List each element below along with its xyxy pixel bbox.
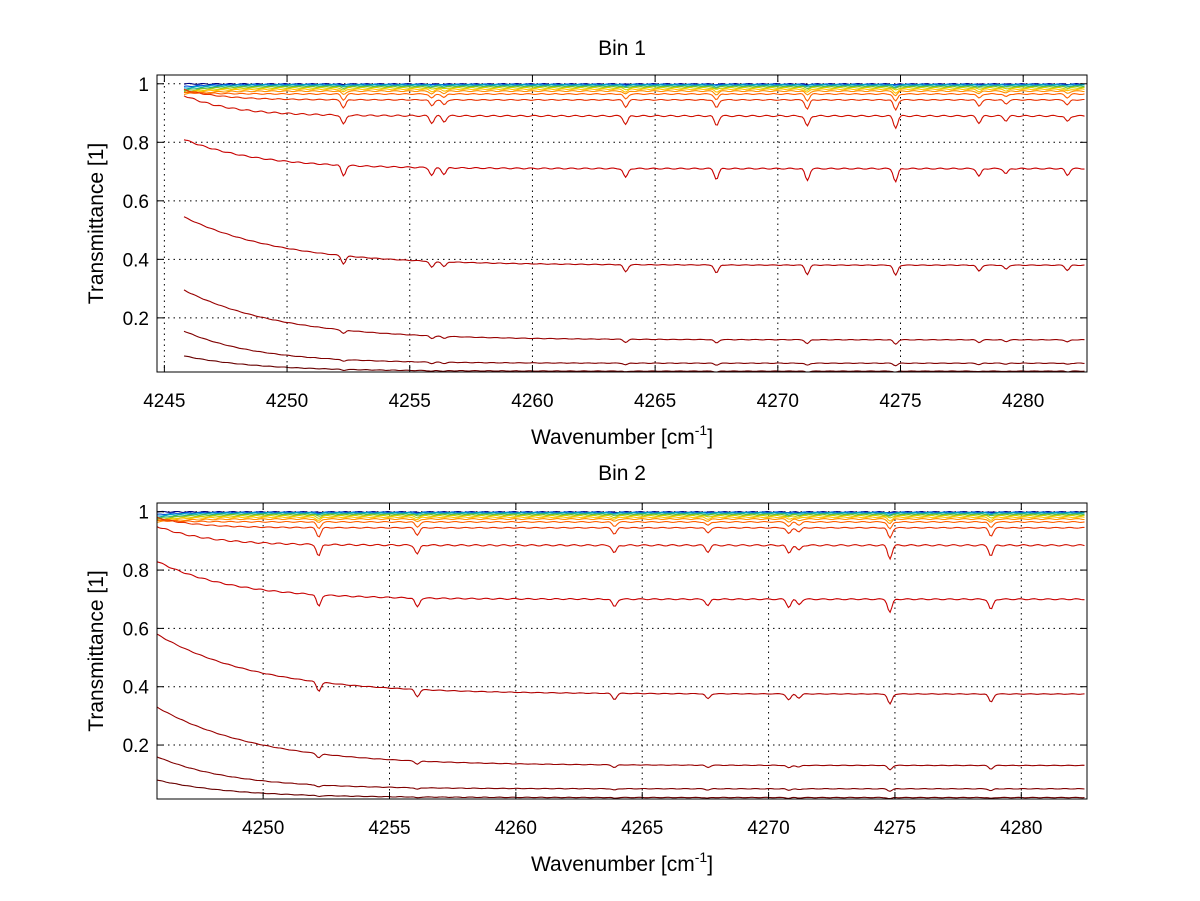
series-line-curve-7 bbox=[156, 516, 1085, 522]
series-line-curve-12 bbox=[183, 139, 1085, 183]
x-tick-label: 4260 bbox=[495, 818, 537, 839]
series-line-curve-14 bbox=[183, 289, 1085, 345]
x-tick-label: 4270 bbox=[757, 391, 799, 412]
x-tick-label: 4255 bbox=[368, 818, 410, 839]
series-line-curve-2 bbox=[156, 511, 1085, 515]
x-tick-label: 4265 bbox=[634, 391, 676, 412]
chart-title: Bin 1 bbox=[598, 37, 646, 60]
series-line-curve-3 bbox=[156, 511, 1085, 517]
series-line-curve-16 bbox=[183, 355, 1085, 373]
y-tick-label: 1 bbox=[138, 503, 149, 524]
y-tick-label: 0.8 bbox=[123, 561, 149, 582]
x-tick-label: 4275 bbox=[874, 818, 916, 839]
series-line-curve-7 bbox=[183, 88, 1085, 94]
series-line-curve-11 bbox=[183, 95, 1085, 130]
y-tick-label: 0.2 bbox=[123, 736, 149, 757]
series-line-curve-13 bbox=[156, 633, 1085, 705]
series-line-curve-2 bbox=[183, 83, 1085, 88]
series-line-curve-8 bbox=[156, 518, 1085, 525]
y-tick-label: 0.6 bbox=[123, 192, 149, 213]
y-axis-label: Transmittance [1] bbox=[85, 570, 108, 731]
x-axis-label: Wavenumber [cm-1] bbox=[531, 849, 713, 876]
x-tick-label: 4275 bbox=[879, 391, 921, 412]
x-tick-label: 4245 bbox=[143, 391, 185, 412]
chart-title: Bin 2 bbox=[598, 462, 646, 485]
x-tick-label: 4255 bbox=[389, 391, 431, 412]
axes-frame bbox=[156, 502, 1088, 800]
x-tick-label: 4260 bbox=[511, 391, 553, 412]
x-tick-label: 4280 bbox=[1000, 818, 1042, 839]
series-line-curve-15 bbox=[183, 330, 1085, 367]
x-tick-label: 4280 bbox=[1002, 391, 1044, 412]
y-tick-label: 0.6 bbox=[123, 619, 149, 640]
series-line-curve-14 bbox=[156, 706, 1085, 771]
series-line-curve-9 bbox=[183, 91, 1085, 102]
x-tick-label: 4270 bbox=[747, 818, 789, 839]
series-line-curve-12 bbox=[156, 561, 1085, 614]
series-line-curve-4 bbox=[156, 512, 1085, 519]
series-line-curve-5 bbox=[183, 85, 1085, 92]
y-tick-label: 1 bbox=[138, 75, 149, 96]
series-line-curve-16 bbox=[156, 779, 1085, 800]
y-tick-label: 0.8 bbox=[123, 133, 149, 154]
x-tick-label: 4250 bbox=[242, 818, 284, 839]
series-line-curve-4 bbox=[183, 84, 1085, 91]
series-line-curve-8 bbox=[183, 90, 1085, 97]
series-line-curve-3 bbox=[183, 83, 1085, 89]
y-tick-label: 0.4 bbox=[123, 678, 150, 699]
series-line-curve-15 bbox=[156, 756, 1085, 792]
x-tick-label: 4250 bbox=[266, 391, 308, 412]
y-tick-label: 0.4 bbox=[123, 250, 150, 271]
series-line-curve-10 bbox=[156, 516, 1085, 539]
series-line-curve-5 bbox=[156, 513, 1085, 520]
chart-panel-1: 4245 4250 4255 4260 4265 4270 4275 4280 0.2 0.4 0.… bbox=[85, 37, 1088, 449]
chart-panel-2: 4250 4255 4260 4265 4270 4275 4280 0.2 0.4 0.6 0.8… bbox=[85, 462, 1088, 876]
series-line-curve-6 bbox=[183, 86, 1085, 93]
x-axis-label: Wavenumber [cm-1] bbox=[531, 422, 713, 449]
x-tick-label: 4265 bbox=[621, 818, 663, 839]
y-tick-label: 0.2 bbox=[123, 309, 149, 330]
series-line-curve-11 bbox=[156, 526, 1085, 561]
series-line-curve-13 bbox=[183, 216, 1085, 277]
series-line-curve-10 bbox=[183, 88, 1085, 112]
series-line-curve-9 bbox=[156, 519, 1085, 530]
y-axis-label: Transmittance [1] bbox=[85, 143, 108, 304]
series-line-curve-6 bbox=[156, 514, 1085, 521]
axes-frame bbox=[156, 74, 1088, 373]
